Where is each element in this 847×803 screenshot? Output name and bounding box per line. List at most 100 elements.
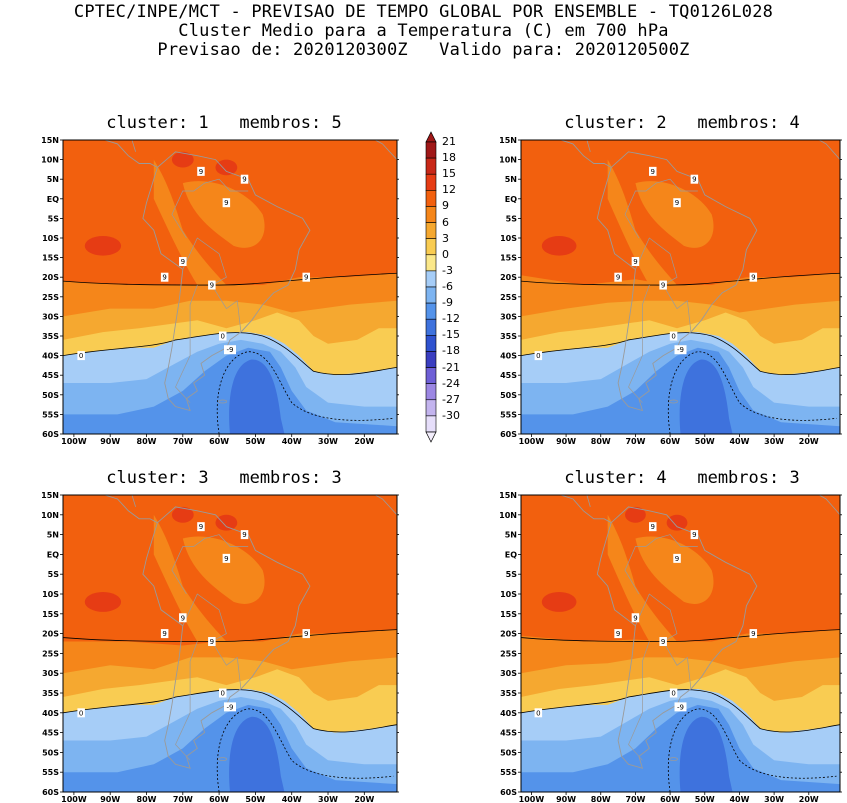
lat-label: 55S: [42, 768, 59, 777]
temp-region-minus9-6: [63, 347, 397, 434]
contour-label-bg: [631, 257, 640, 267]
contour-label: -9: [227, 703, 234, 711]
lat-label: 55S: [500, 410, 517, 419]
country-borders: [182, 593, 242, 690]
lat-label: 45S: [500, 729, 517, 738]
contour-0: [521, 332, 840, 376]
lat-label: 15N: [41, 136, 59, 145]
header-title-line-1: CPTEC/INPE/MCT - PREVISAO DE TEMPO GLOBA…: [73, 2, 774, 22]
contour-0: [521, 689, 840, 733]
contour-label-bg: [197, 522, 205, 532]
contour-label: 9: [692, 176, 696, 184]
lon-label: 80W: [591, 437, 611, 445]
panel-1-map: 00-9999999915N10N5NEQ5S10S15S20S25S30S35…: [41, 136, 399, 445]
contour-label-bg: [224, 702, 236, 712]
central-america-coastline: [103, 140, 158, 168]
panel-2-title: cluster: 2 membros: 4: [564, 113, 800, 133]
map-frame: [520, 494, 841, 793]
africa-coastline: [819, 140, 840, 160]
lon-label: 60W: [209, 795, 229, 803]
country-borders: [624, 178, 698, 239]
panel-2-map: 00-9999999915N10N5NEQ5S10S15S20S25S30S35…: [499, 136, 842, 445]
colorbar-swatch: [425, 415, 437, 433]
falkland-islands: [669, 757, 678, 761]
lat-label: 60S: [500, 430, 517, 439]
panel-3-map: 00-9999999915N10N5NEQ5S10S15S20S25S30S35…: [41, 491, 399, 803]
colorbar-label: 18: [442, 151, 456, 165]
lat-label: 35S: [500, 332, 517, 341]
colorbar-swatch: [425, 335, 437, 352]
lat-label: 35S: [42, 689, 59, 698]
contour-label-bg: [614, 272, 622, 282]
contour-minus9: [216, 351, 394, 434]
colorbar-swatch: [425, 399, 437, 417]
contour-label-bg: [749, 272, 758, 282]
colorbar-bottom-arrow: [425, 431, 437, 443]
contour-minus9: [667, 351, 837, 434]
contour-label-bg: [160, 629, 169, 639]
temp-region-andes-6-9: [607, 159, 678, 286]
contour-label: 0: [536, 352, 540, 360]
contour-label-bg: [673, 198, 681, 208]
colorbar-label: -12: [442, 312, 460, 326]
contour-label-bg: [240, 530, 249, 540]
contour-label: 9: [181, 614, 185, 622]
colorbar-label: -30: [442, 408, 460, 422]
country-borders: [624, 534, 698, 595]
lat-label: EQ: [505, 195, 517, 204]
lat-label: 10N: [41, 156, 59, 165]
contour-label: 0: [671, 690, 675, 698]
contour-label: 0: [536, 709, 540, 717]
contour-label: 9: [181, 258, 185, 266]
contour-0: [63, 332, 397, 376]
contour-label-bg: [649, 166, 657, 176]
contour-label-bg: [659, 280, 667, 290]
lat-label: 30S: [500, 312, 517, 321]
lon-label: 80W: [137, 795, 157, 803]
map-frame: [520, 139, 841, 435]
lon-label: 100W: [61, 795, 87, 803]
colorbar-top-arrow: [425, 131, 437, 143]
lon-label: 70W: [625, 437, 645, 445]
temp-region-12-15: [171, 151, 194, 168]
map-frame: [62, 139, 398, 435]
lat-label: EQ: [47, 550, 59, 559]
contour-9: [63, 272, 397, 286]
lat-label: EQ: [47, 195, 59, 204]
contour-label-bg: [222, 198, 231, 208]
falkland-islands: [669, 399, 678, 404]
africa-coastline: [375, 140, 397, 160]
colorbar-swatch: [425, 238, 437, 256]
contour-label-bg: [534, 351, 543, 361]
colorbar-swatch: [425, 286, 437, 304]
lat-label: 10N: [499, 156, 517, 165]
lat-label: 30S: [42, 312, 59, 321]
temp-region-minus12-9: [679, 359, 733, 434]
contour-label-bg: [690, 530, 699, 540]
lon-label: 90W: [100, 795, 120, 803]
contour-label: 0: [79, 709, 83, 717]
lat-label: 45S: [42, 729, 59, 738]
temp-region-amazon-6-9: [182, 536, 265, 604]
country-borders: [635, 593, 692, 690]
colorbar-swatch: [425, 383, 437, 401]
lat-label: 40S: [500, 709, 517, 718]
lat-label: 10S: [500, 234, 517, 243]
lat-label: 60S: [42, 788, 59, 797]
panel-3-title: cluster: 3 membros: 3: [106, 468, 342, 488]
colorbar-label: -6: [442, 280, 453, 293]
contour-label-bg: [218, 688, 227, 698]
temp-region-12-15: [215, 159, 238, 176]
contour-label: 0: [221, 333, 225, 341]
contour-label: -9: [677, 703, 684, 711]
lon-label: 30W: [318, 437, 338, 445]
contour-label: 9: [199, 523, 203, 531]
south-america-coastline: [596, 151, 758, 412]
country-borders: [628, 641, 650, 761]
contour-label: 9: [651, 523, 655, 531]
contour-label: 9: [616, 630, 620, 638]
contour-label-bg: [208, 637, 216, 647]
contour-label-bg: [674, 702, 687, 712]
temp-region-12-15: [84, 592, 122, 612]
contour-label: 9: [242, 176, 246, 184]
